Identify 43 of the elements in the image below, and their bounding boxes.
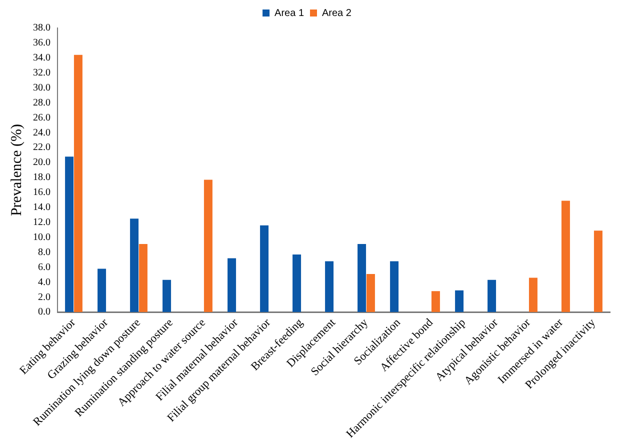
y-tick-label: 36.0 [33,38,50,49]
bar [325,261,334,312]
bar [138,244,148,312]
bar [528,278,538,312]
bar [594,230,602,312]
y-tick-label: 2.0 [38,292,50,303]
y-tick-label: 24.0 [33,127,50,138]
bar [455,290,464,312]
y-tick-label: 16.0 [33,187,50,198]
legend-label: Area 2 [322,8,352,19]
y-tick-label: 32.0 [33,67,50,78]
y-tick-label: 34.0 [33,52,50,64]
y-tick-label: 20.0 [33,157,50,168]
y-axis-title: Prevalence (%) [8,124,25,216]
bar [260,225,269,312]
y-tick-label: 4.0 [38,276,50,288]
y-tick-label: 22.0 [33,142,50,154]
y-tick-label: 14.0 [33,202,50,214]
y-tick-label: 6.0 [38,262,50,273]
bar [204,180,212,312]
bar [431,291,440,312]
bar [74,54,82,312]
y-tick-label: 18.0 [33,172,50,184]
legend-label: Area 1 [274,8,304,19]
bar [358,244,366,312]
bar [488,280,496,312]
y-tick-label: 28.0 [33,97,50,108]
y-tick-label: 12.0 [33,217,50,228]
bar [162,280,172,312]
y-tick-label: 0.0 [38,306,50,318]
bar [130,218,139,312]
bar [98,268,106,312]
bar [65,156,74,312]
bar [366,274,375,312]
y-tick-label: 10.0 [33,232,50,243]
y-tick-label: 38.0 [33,22,50,34]
bar [390,261,399,312]
y-tick-label: 26.0 [33,112,50,124]
bar [228,258,236,312]
bar [561,200,570,312]
bar [292,254,302,312]
y-tick-label: 8.0 [38,246,50,258]
y-tick-label: 30.0 [33,82,50,94]
